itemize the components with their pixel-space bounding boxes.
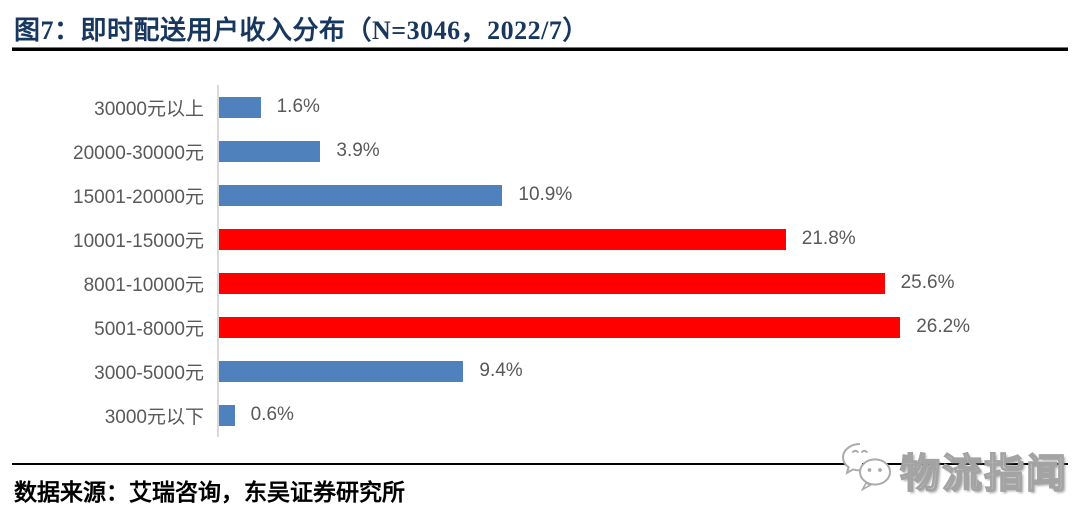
bar-row: 15001-20000元 10.9% — [12, 173, 1068, 217]
bar — [219, 140, 321, 162]
category-label: 3000-5000元 — [94, 362, 204, 384]
title-divider — [12, 47, 1068, 51]
bar-rows-container: 30000元以上 1.6% 20000-30000元 3.9% 15001-20000元… — [12, 85, 1068, 437]
bar-row: 8001-10000元 25.6% — [12, 261, 1068, 305]
bar — [219, 184, 503, 206]
value-label: 10.9% — [518, 184, 573, 205]
bar-track: 3.9% — [217, 129, 1068, 173]
income-distribution-bar-chart: 30000元以上 1.6% 20000-30000元 3.9% 15001-20000元… — [12, 85, 1068, 437]
watermark-text: 物流指闻 — [899, 451, 1068, 497]
bar-track: 21.8% — [217, 217, 1068, 261]
bar — [219, 272, 885, 294]
bar — [219, 404, 235, 426]
category-label: 20000-30000元 — [73, 142, 204, 164]
bar — [219, 316, 901, 338]
bar-row: 10001-15000元 21.8% — [12, 217, 1068, 261]
bar-track: 1.6% — [217, 85, 1068, 129]
bar-row: 20000-30000元 3.9% — [12, 129, 1068, 173]
bar — [219, 360, 464, 382]
bar-row: 30000元以上 1.6% — [12, 85, 1068, 129]
category-label: 10001-15000元 — [73, 230, 204, 252]
bar-row: 5001-8000元 26.2% — [12, 305, 1068, 349]
bar-row: 3000元以下 0.6% — [12, 393, 1068, 437]
bar-track: 25.6% — [217, 261, 1068, 305]
bar — [219, 96, 261, 118]
bar — [219, 228, 786, 250]
value-label: 26.2% — [916, 316, 971, 337]
category-label: 15001-20000元 — [73, 186, 204, 208]
watermark: 物流指闻 — [838, 440, 1068, 499]
category-label: 5001-8000元 — [94, 318, 204, 340]
value-label: 0.6% — [250, 404, 294, 425]
category-label: 3000元以下 — [104, 406, 204, 428]
bar-track: 10.9% — [217, 173, 1068, 217]
bar-track: 9.4% — [217, 349, 1068, 393]
category-label: 30000元以上 — [94, 98, 204, 120]
figure-title: 图7：即时配送用户收入分布（N=3046，2022/7） — [14, 16, 589, 45]
value-label: 1.6% — [276, 96, 320, 117]
category-label: 8001-10000元 — [83, 274, 204, 296]
data-source-note: 数据来源：艾瑞咨询，东吴证券研究所 — [14, 480, 405, 505]
bar-row: 3000-5000元 9.4% — [12, 349, 1068, 393]
wechat-icon — [838, 440, 896, 499]
value-label: 9.4% — [479, 360, 523, 381]
value-label: 3.9% — [336, 140, 380, 161]
value-label: 21.8% — [801, 228, 856, 249]
bar-track: 0.6% — [217, 393, 1068, 437]
value-label: 25.6% — [900, 272, 955, 293]
bar-track: 26.2% — [217, 305, 1068, 349]
footer-divider — [12, 463, 1068, 465]
